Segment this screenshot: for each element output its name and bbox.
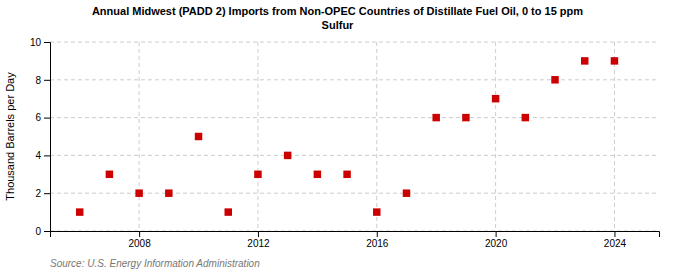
y-tick-label: 8	[35, 75, 41, 86]
point	[254, 171, 261, 178]
point	[403, 189, 410, 196]
title-line: Annual Midwest (PADD 2) Imports from Non…	[92, 5, 583, 17]
point	[135, 189, 142, 196]
y-grid-line	[50, 42, 659, 43]
point	[373, 208, 380, 215]
x-tick-mark	[614, 231, 615, 237]
y-tick-label: 2	[35, 188, 41, 199]
plot: 2008 2012 2016 2020 2024 0 2 4 6 8 10	[30, 37, 660, 249]
y-tick-mark	[44, 118, 50, 119]
x-tick-label: 2024	[604, 238, 627, 249]
point	[76, 208, 83, 215]
point	[611, 57, 618, 64]
x-grid-line	[257, 42, 258, 231]
x-tick-label: 2008	[128, 238, 151, 249]
point	[106, 171, 113, 178]
y-tick: 0	[35, 226, 50, 237]
x-tick: 2008	[128, 231, 151, 249]
points	[76, 57, 618, 216]
y-tick-label: 10	[30, 37, 42, 48]
point	[492, 95, 499, 102]
point	[462, 114, 469, 121]
x-axis: 2008 2012 2016 2020 2024	[51, 231, 660, 249]
point	[551, 76, 558, 83]
x-grid-line	[376, 42, 377, 231]
point	[581, 57, 588, 64]
x-tick: 2016	[366, 231, 389, 249]
y-tick-label: 4	[35, 150, 41, 161]
point	[225, 208, 232, 215]
y-tick: 2	[35, 188, 50, 199]
y-tick-mark	[44, 42, 50, 43]
y-tick-mark	[44, 193, 50, 194]
x-grid-line	[139, 42, 140, 231]
point	[522, 114, 529, 121]
y-tick-label: 6	[35, 112, 41, 123]
x-tick-label: 2012	[247, 238, 270, 249]
point	[432, 114, 439, 121]
x-tick-mark	[258, 231, 259, 237]
x-tick-label: 2016	[366, 238, 389, 249]
x-tick-mark	[377, 231, 378, 237]
y-tick-mark	[44, 80, 50, 81]
source-note: Source: U.S. Energy Information Administ…	[50, 258, 260, 269]
x-axis-line	[51, 232, 660, 238]
y-tick: 8	[35, 75, 50, 86]
chart: Annual Midwest (PADD 2) Imports from Non…	[0, 0, 675, 275]
point	[195, 133, 202, 140]
x-grid-line	[495, 42, 496, 231]
y-tick: 10	[30, 37, 50, 48]
x-tick-label: 2020	[485, 238, 508, 249]
point	[165, 189, 172, 196]
y-axis-line	[44, 43, 51, 232]
x-grid-line	[614, 42, 615, 231]
y-tick: 6	[35, 112, 50, 123]
y-tick-mark	[44, 155, 50, 156]
y-grid-line	[50, 79, 659, 80]
y-grid-line	[50, 117, 659, 118]
x-tick: 2024	[604, 231, 627, 249]
point	[314, 171, 321, 178]
y-axis-label: Thousand Barrels per Day	[4, 72, 16, 201]
title: Annual Midwest (PADD 2) Imports from Non…	[92, 5, 583, 31]
x-tick: 2020	[485, 231, 508, 249]
title-line: Sulfur	[322, 19, 354, 31]
point	[343, 171, 350, 178]
grid	[50, 42, 659, 231]
y-tick: 4	[35, 150, 50, 161]
y-tick-label: 0	[35, 226, 41, 237]
y-axis: 0 2 4 6 8 10	[30, 37, 51, 237]
x-tick: 2012	[247, 231, 270, 249]
y-tick-mark	[44, 231, 50, 232]
point	[284, 152, 291, 159]
x-tick-mark	[496, 231, 497, 237]
x-tick-mark	[139, 231, 140, 237]
y-grid-line	[50, 155, 659, 156]
